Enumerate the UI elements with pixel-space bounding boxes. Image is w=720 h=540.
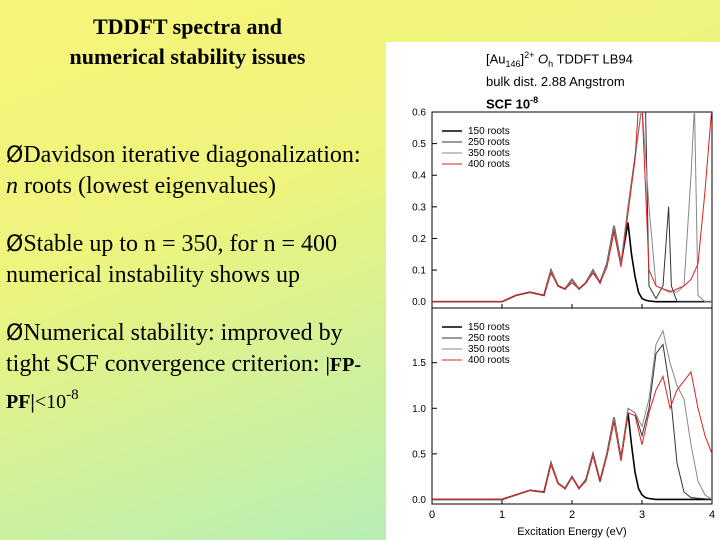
bullet3-expression: |FP-PF|	[6, 354, 361, 413]
bullet3-text-pre: Numerical stability: improved by tight S…	[6, 320, 343, 377]
series-line-top-3	[432, 112, 712, 303]
ytick-label-bottom: 1.0	[412, 404, 426, 415]
series-line-top-2	[432, 112, 712, 303]
legend-label-top-0: 150 roots	[468, 126, 510, 137]
bullet1-text-pre: Davidson iterative diagonalization:	[23, 142, 361, 168]
figure-title-line2: bulk dist. 2.88 Angstrom	[486, 73, 625, 89]
legend-label-bottom-1: 250 roots	[468, 333, 510, 344]
xtick-label: 1	[499, 509, 505, 521]
figure-title-scf: SCF 10	[486, 96, 531, 112]
legend-label-bottom-0: 150 roots	[468, 322, 510, 333]
legend-label-top-2: 350 roots	[468, 148, 510, 159]
figure-title-scf-exp: -8	[530, 94, 539, 105]
ytick-label-top: 0.5	[412, 139, 426, 150]
bullet3-exponent: -8	[66, 387, 79, 403]
x-axis-label: Excitation Energy (eV)	[517, 526, 626, 538]
ytick-label-top: 0.1	[412, 266, 426, 277]
figure-title-bracket: ]	[520, 51, 525, 67]
legend-label-top-3: 400 roots	[468, 159, 510, 170]
ytick-label-bottom: 0.0	[412, 495, 426, 506]
series-line-bottom-0	[432, 412, 712, 501]
figure-title-method: TDDFT LB94	[553, 51, 633, 67]
figure-title-line1: [Au146]2+ Oh TDDFT LB94	[486, 46, 716, 73]
legend-label-top-1: 250 roots	[468, 137, 510, 148]
ytick-label-top: 0.6	[412, 108, 426, 119]
bullet-davidson: ØDavidson iterative diagonalization: n r…	[6, 140, 378, 201]
figure-title-oh: O	[534, 51, 549, 67]
bullet1-n: n	[6, 173, 18, 199]
ytick-label-bottom: 0.5	[412, 449, 426, 460]
figure-title-line3: SCF 10-8	[486, 91, 716, 113]
series-line-bottom-3	[432, 370, 712, 500]
slide-title: TDDFT spectra and numerical stability is…	[10, 12, 365, 72]
ytick-label-top: 0.0	[412, 297, 426, 308]
ytick-label-top: 0.2	[412, 234, 426, 245]
bullet-scf: ØNumerical stability: improved by tight …	[6, 318, 378, 417]
legend-label-bottom-2: 350 roots	[468, 344, 510, 355]
spectra-figure: [Au146]2+ Oh TDDFT LB94 bulk dist. 2.88 …	[386, 42, 720, 540]
bullet-arrow-icon: Ø	[6, 143, 24, 168]
bullet-stability: ØStable up to n = 350, for n = 400 numer…	[6, 229, 378, 290]
bullet-arrow-icon: Ø	[6, 321, 24, 346]
xtick-label: 0	[429, 509, 435, 521]
xtick-label: 3	[639, 509, 645, 521]
ytick-label-bottom: 1.5	[412, 358, 426, 369]
bullet-arrow-icon: Ø	[6, 232, 24, 257]
xtick-label: 4	[709, 509, 715, 521]
figure-title-charge: 2+	[524, 50, 535, 60]
ytick-label-top: 0.4	[412, 171, 426, 182]
bullet2-text: Stable up to n = 350, for n = 400 numeri…	[6, 231, 338, 288]
figure-title-oh-sub: h	[548, 58, 554, 69]
figure-title: [Au146]2+ Oh TDDFT LB94 bulk dist. 2.88 …	[486, 46, 716, 113]
ytick-label-top: 0.3	[412, 202, 426, 213]
slide-title-line1: TDDFT spectra and	[92, 14, 283, 39]
bullet1-text-post: roots (lowest eigenvalues)	[18, 173, 276, 199]
figure-title-au: [Au	[486, 51, 506, 67]
bullet-list: ØDavidson iterative diagonalization: n r…	[6, 140, 378, 445]
xtick-label: 2	[569, 509, 575, 521]
figure-title-sub: 146	[505, 58, 521, 69]
bullet3-threshold: <10	[34, 391, 67, 413]
legend-label-bottom-3: 400 roots	[468, 355, 510, 366]
slide-title-line2: numerical stability issues	[69, 44, 306, 69]
